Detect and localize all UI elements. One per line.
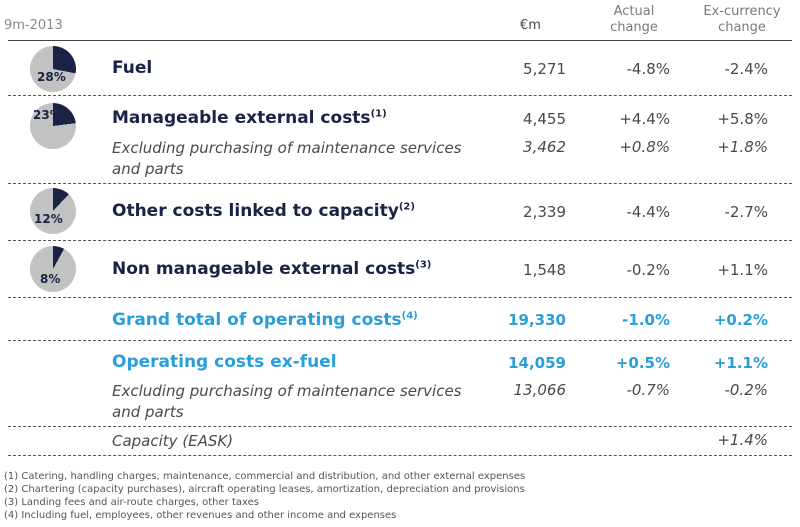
column-header-eur: €m — [520, 18, 541, 33]
grand-total-excurrency-change: +0.2% — [713, 311, 768, 329]
non-manageable-pie — [30, 246, 76, 292]
row-separator — [8, 455, 792, 456]
fuel-pie-chart: 28% — [30, 46, 76, 92]
manageable-sub-label: Excluding purchasing of maintenance serv… — [112, 139, 462, 178]
ex-fuel-label: Operating costs ex-fuel — [112, 352, 337, 372]
eask-excurrency-change: +1.4% — [717, 431, 768, 449]
column-header-actual-change: Actual change — [610, 4, 658, 35]
grand-total-footnote-ref: (4) — [401, 310, 418, 322]
non-manageable-pie-percent: 8% — [40, 272, 61, 286]
manageable-sub-excurrency-change: +1.8% — [717, 138, 768, 156]
manageable-eur: 4,455 — [523, 110, 566, 128]
capacity-costs-pie-chart: 12% — [30, 188, 76, 234]
fuel-actual-change: -4.8% — [626, 60, 670, 78]
ex-fuel-excurrency-change: +1.1% — [713, 354, 768, 372]
fuel-pie — [30, 46, 76, 92]
manageable-footnote-ref: (1) — [370, 108, 387, 120]
non-manageable-actual-change: -0.2% — [626, 261, 670, 279]
grand-total-eur: 19,330 — [508, 311, 566, 329]
manageable-label: Manageable external costs(1) — [112, 108, 387, 128]
non-manageable-pie-chart: 8% — [30, 246, 76, 292]
manageable-pie-percent: 23% — [33, 108, 62, 122]
non-manageable-eur: 1,548 — [523, 261, 566, 279]
row-separator — [8, 240, 792, 241]
manageable-actual-change: +4.4% — [619, 110, 670, 128]
fuel-excurrency-change: -2.4% — [724, 60, 768, 78]
capacity-costs-footnote-ref: (2) — [398, 201, 415, 213]
ex-fuel-eur: 14,059 — [508, 354, 566, 372]
footnote-4: (4) Including fuel, employees, other rev… — [4, 510, 397, 521]
capacity-costs-label: Other costs linked to capacity(2) — [112, 201, 415, 221]
ex-fuel-sub-label: Excluding purchasing of maintenance serv… — [112, 382, 462, 421]
grand-total-actual-change: -1.0% — [622, 311, 670, 329]
capacity-costs-eur: 2,339 — [523, 203, 566, 221]
manageable-pie-chart: 23% — [30, 103, 76, 149]
eask-label: Capacity (EASK) — [112, 432, 234, 450]
fuel-pie-percent: 28% — [37, 70, 66, 84]
capacity-costs-pie-percent: 12% — [34, 212, 63, 226]
manageable-pie — [30, 103, 76, 149]
manageable-sub-actual-change: +0.8% — [619, 138, 670, 156]
ex-fuel-sub-actual-change: -0.7% — [626, 381, 670, 399]
non-manageable-label: Non manageable external costs(3) — [112, 259, 432, 279]
fuel-label: Fuel — [112, 58, 153, 78]
footnote-1: (1) Catering, handling charges, maintena… — [4, 471, 526, 482]
header-separator — [8, 40, 792, 41]
footnote-3: (3) Landing fees and air-route charges, … — [4, 497, 259, 508]
period-label: 9m-2013 — [4, 18, 63, 33]
row-separator — [8, 95, 792, 96]
footnote-2: (2) Chartering (capacity purchases), air… — [4, 484, 525, 495]
capacity-costs-actual-change: -4.4% — [626, 203, 670, 221]
row-separator — [8, 183, 792, 184]
ex-fuel-actual-change: +0.5% — [615, 354, 670, 372]
fuel-eur: 5,271 — [523, 60, 566, 78]
manageable-sub-eur: 3,462 — [523, 138, 566, 156]
column-header-excurrency-change: Ex-currency change — [703, 4, 781, 35]
non-manageable-footnote-ref: (3) — [415, 259, 432, 271]
row-separator — [8, 340, 792, 341]
ex-fuel-sub-eur: 13,066 — [513, 381, 567, 399]
capacity-costs-excurrency-change: -2.7% — [724, 203, 768, 221]
capacity-costs-pie — [30, 188, 76, 234]
row-separator — [8, 297, 792, 298]
ex-fuel-sub-excurrency-change: -0.2% — [724, 381, 768, 399]
non-manageable-excurrency-change: +1.1% — [717, 261, 768, 279]
row-separator — [8, 426, 792, 427]
grand-total-label: Grand total of operating costs(4) — [112, 310, 418, 330]
manageable-excurrency-change: +5.8% — [717, 110, 768, 128]
